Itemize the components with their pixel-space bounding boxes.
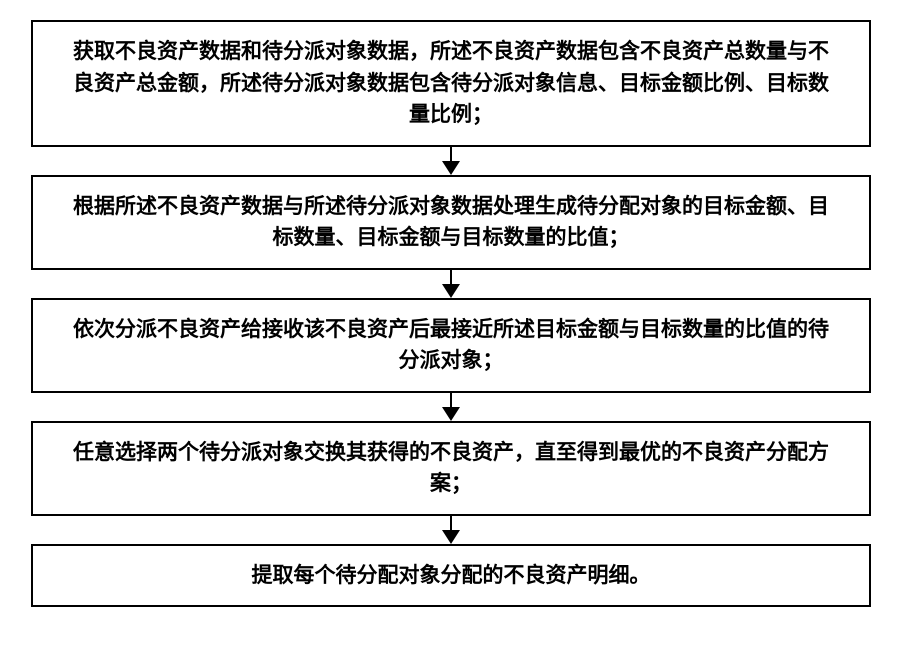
flowchart-node-step1: 获取不良资产数据和待分派对象数据，所述不良资产数据包含不良资产总数量与不良资产总… [31, 20, 871, 147]
node-text: 获取不良资产数据和待分派对象数据，所述不良资产数据包含不良资产总数量与不良资产总… [73, 39, 829, 126]
flowchart-node-step4: 任意选择两个待分派对象交换其获得的不良资产，直至得到最优的不良资产分配方案； [31, 421, 871, 516]
flowchart-node-step2: 根据所述不良资产数据与所述待分派对象数据处理生成待分配对象的目标金额、目标数量、… [31, 175, 871, 270]
node-text: 根据所述不良资产数据与所述待分派对象数据处理生成待分配对象的目标金额、目标数量、… [73, 194, 829, 250]
node-text: 提取每个待分配对象分配的不良资产明细。 [252, 563, 651, 587]
flowchart-node-step5: 提取每个待分配对象分配的不良资产明细。 [31, 544, 871, 608]
node-text: 依次分派不良资产给接收该不良资产后最接近所述目标金额与目标数量的比值的待分派对象… [73, 317, 829, 373]
node-text: 任意选择两个待分派对象交换其获得的不良资产，直至得到最优的不良资产分配方案； [73, 440, 829, 496]
flowchart-node-step3: 依次分派不良资产给接收该不良资产后最接近所述目标金额与目标数量的比值的待分派对象… [31, 298, 871, 393]
flowchart-container: 获取不良资产数据和待分派对象数据，所述不良资产数据包含不良资产总数量与不良资产总… [30, 20, 872, 607]
